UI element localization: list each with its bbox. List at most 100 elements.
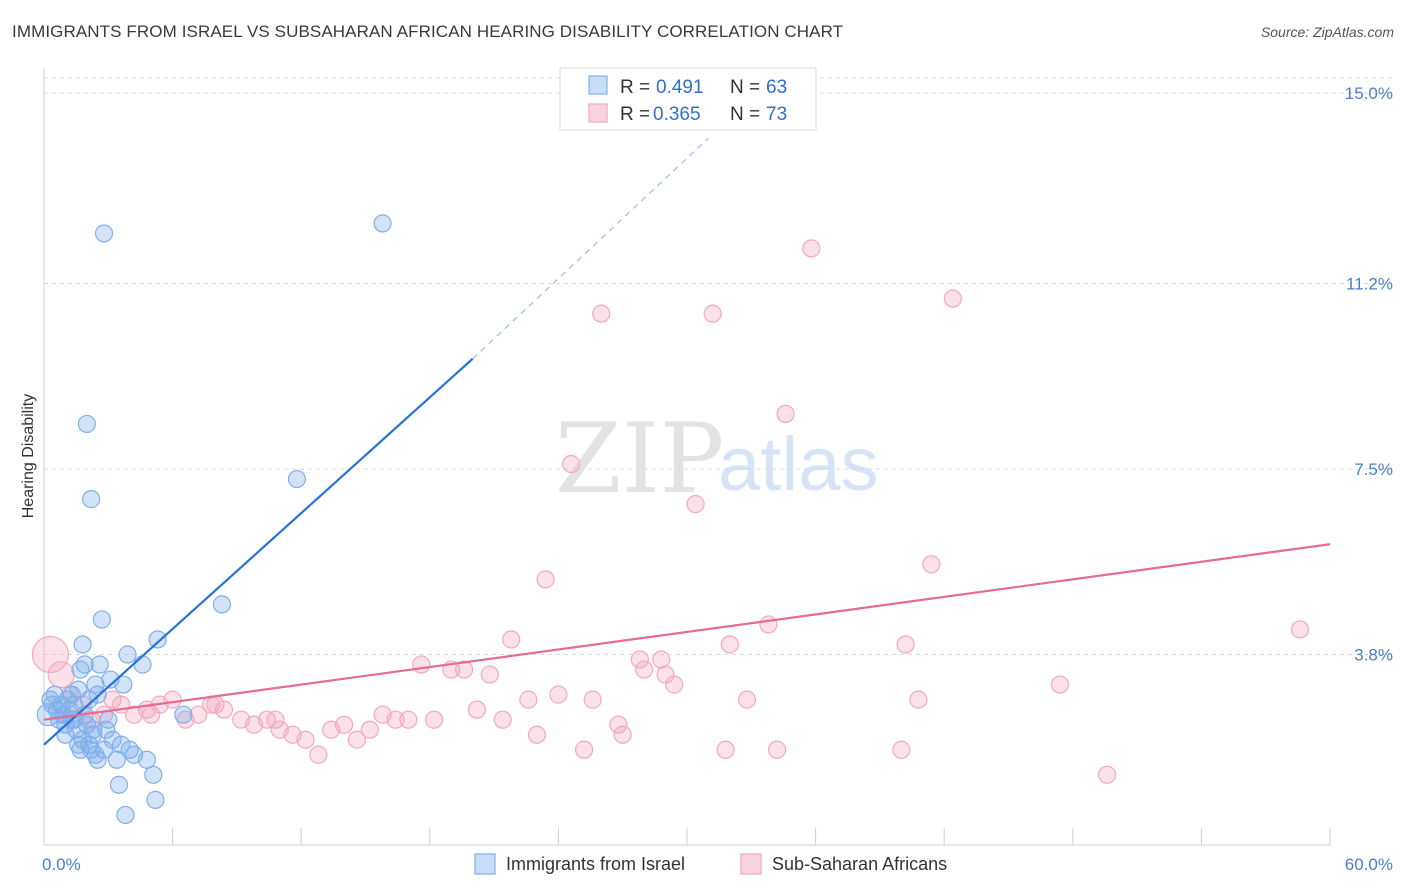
data-point-sub-saharan (802, 239, 821, 258)
data-point-israel (133, 655, 152, 674)
data-point-israel (88, 750, 107, 769)
legend-r-value-1: 0.491 (656, 77, 704, 98)
data-point-sub-saharan (892, 740, 911, 759)
legend-n-value-2: 73 (766, 104, 787, 125)
y-tick-label: 15.0% (1345, 84, 1393, 103)
data-point-israel (116, 805, 135, 825)
data-point-israel (54, 705, 73, 724)
data-point-sub-saharan (536, 570, 555, 589)
legend-n-label-1: N = (730, 77, 760, 98)
data-point-israel (146, 790, 165, 809)
data-point-israel (144, 765, 163, 784)
data-point-sub-saharan (493, 710, 512, 729)
data-point-sub-saharan (386, 710, 405, 729)
data-point-sub-saharan (635, 660, 654, 679)
data-point-sub-saharan (189, 705, 208, 724)
x-tick-marks (172, 828, 1331, 845)
data-point-israel (212, 595, 231, 614)
watermark-zip: ZIP (555, 403, 724, 515)
data-point-sub-saharan (767, 740, 787, 759)
series-israel-points (36, 214, 392, 825)
data-point-sub-saharan (519, 690, 538, 709)
y-tick-labels: 3.8% 7.5% 11.2% 15.0% (1345, 84, 1393, 664)
data-point-israel (373, 214, 392, 233)
bottom-legend-swatch-pink (740, 853, 762, 875)
data-point-sub-saharan (309, 745, 328, 764)
data-point-sub-saharan (214, 700, 234, 719)
data-point-sub-saharan (613, 725, 632, 744)
data-point-sub-saharan (562, 454, 581, 474)
y-tick-label: 11.2% (1346, 275, 1393, 294)
data-point-sub-saharan (412, 655, 431, 674)
data-point-sub-saharan (47, 660, 75, 689)
data-point-israel (107, 750, 126, 769)
data-point-sub-saharan (720, 635, 739, 654)
bottom-legend: Immigrants from Israel Sub-Saharan Afric… (474, 853, 947, 875)
data-point-israel (287, 469, 307, 489)
data-point-sub-saharan (454, 660, 474, 679)
data-point-sub-saharan (652, 650, 671, 669)
legend-swatch-pink (588, 103, 608, 123)
data-point-sub-saharan (424, 710, 444, 729)
watermark: ZIP atlas (555, 403, 879, 515)
data-point-sub-saharan (480, 665, 499, 684)
data-point-sub-saharan (583, 690, 602, 709)
data-point-israel (82, 490, 101, 509)
legend-r-label-2: R = (620, 104, 650, 125)
legend-r-value-2: 0.365 (653, 104, 701, 125)
data-point-israel (56, 725, 75, 744)
data-point-israel (148, 630, 167, 649)
data-point-sub-saharan (467, 700, 487, 719)
data-point-sub-saharan (665, 675, 684, 694)
grid-lines (44, 77, 1394, 656)
data-point-sub-saharan (549, 685, 568, 704)
data-point-israel (103, 730, 122, 749)
legend-r-label-1: R = (620, 77, 650, 98)
x-tick-label-max: 60.0% (1345, 855, 1393, 874)
data-point-israel (174, 705, 193, 724)
data-point-sub-saharan (716, 740, 735, 759)
legend-n-value-1: 63 (766, 77, 787, 98)
trend-line-israel-extension (472, 137, 709, 360)
data-point-sub-saharan (609, 715, 628, 734)
data-point-sub-saharan (943, 289, 962, 308)
data-point-israel (77, 414, 96, 434)
data-point-sub-saharan (896, 635, 915, 654)
data-point-sub-saharan (759, 615, 778, 634)
data-point-sub-saharan (142, 705, 161, 724)
data-point-israel (109, 775, 129, 794)
data-point-sub-saharan (334, 715, 354, 734)
y-tick-label: 7.5% (1354, 460, 1393, 479)
trend-line-israel (43, 357, 474, 746)
chart-title: IMMIGRANTS FROM ISRAEL VS SUBSAHARAN AFR… (12, 22, 844, 41)
bottom-legend-label-subsaharan: Sub-Saharan Africans (772, 854, 947, 874)
data-point-israel (137, 750, 156, 769)
data-point-israel (92, 610, 111, 629)
data-point-israel (90, 655, 109, 674)
source-label: Source: ZipAtlas.com (1260, 24, 1394, 40)
data-point-sub-saharan (737, 690, 757, 709)
data-point-sub-saharan (360, 720, 379, 739)
trend-line-sub-saharan (43, 543, 1331, 721)
data-point-sub-saharan (592, 304, 611, 323)
data-point-sub-saharan (296, 730, 315, 749)
data-point-sub-saharan (347, 730, 367, 749)
bottom-legend-swatch-blue (474, 853, 496, 875)
data-point-sub-saharan (31, 635, 70, 674)
data-point-israel (94, 224, 114, 243)
data-point-israel (84, 720, 103, 739)
data-point-sub-saharan (163, 690, 182, 709)
data-point-sub-saharan (206, 695, 225, 714)
data-point-sub-saharan (922, 555, 941, 574)
data-point-israel (112, 735, 131, 754)
data-point-israel (118, 645, 137, 664)
data-point-sub-saharan (1290, 620, 1310, 639)
watermark-atlas: atlas (718, 422, 879, 507)
legend-box: R = 0.491 N = 63 R = 0.365 N = 73 (559, 67, 817, 131)
data-point-sub-saharan (776, 404, 795, 423)
data-point-sub-saharan (686, 495, 705, 514)
data-point-sub-saharan (1050, 675, 1070, 694)
data-point-israel (99, 710, 118, 729)
data-point-sub-saharan (703, 304, 722, 323)
